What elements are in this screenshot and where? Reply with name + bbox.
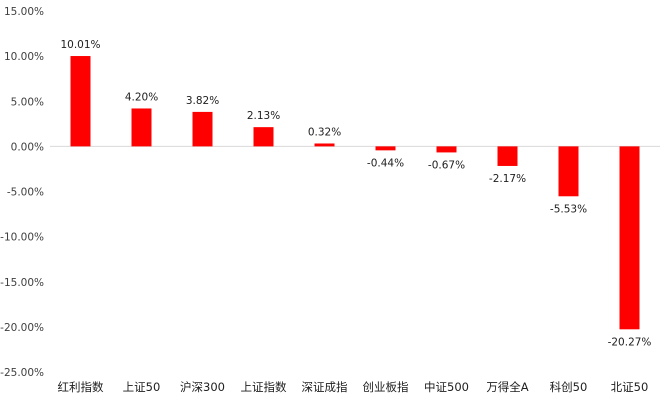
data-label: 0.32% (308, 126, 341, 138)
x-tick-label: 北证50 (611, 380, 649, 394)
data-label: -2.17% (489, 173, 526, 185)
y-tick-label: -20.00% (0, 322, 44, 334)
data-label: 10.01% (60, 39, 100, 51)
y-tick-label: -10.00% (0, 232, 44, 244)
y-tick-label: 5.00% (11, 96, 44, 108)
data-label: -5.53% (550, 203, 587, 215)
y-axis: 15.00% 10.00% 5.00% 0.00% -5.00% -10.00% -15.0… (0, 6, 44, 379)
bar (375, 146, 396, 151)
bar (253, 127, 274, 147)
y-tick-label: 0.00% (11, 141, 44, 153)
x-tick-label: 红利指数 (58, 380, 104, 394)
x-tick-label: 沪深300 (180, 380, 225, 394)
y-tick-label: -15.00% (0, 277, 44, 289)
y-tick-label: -25.00% (0, 367, 44, 379)
bar (497, 146, 518, 166)
y-tick-label: 15.00% (4, 6, 44, 18)
data-label: 3.82% (186, 95, 219, 107)
x-tick-label: 创业板指 (363, 380, 409, 394)
bar (314, 143, 335, 147)
data-label: -0.44% (367, 157, 404, 169)
bar (436, 146, 457, 153)
x-tick-label: 中证500 (424, 380, 469, 394)
data-label: -0.67% (428, 159, 465, 171)
bars (70, 56, 640, 330)
x-tick-label: 科创50 (550, 380, 588, 394)
bar (192, 111, 213, 147)
data-label: -20.27% (608, 336, 652, 348)
data-label: 2.13% (247, 110, 280, 122)
bar (70, 56, 91, 147)
x-tick-label: 上证50 (123, 380, 161, 394)
x-axis: 红利指数 上证50 沪深300 上证指数 深证成指 创业板指 中证500 万得全A 科创50 北证… (58, 380, 649, 394)
x-tick-label: 万得全A (486, 380, 528, 394)
x-tick-label: 上证指数 (241, 380, 287, 394)
data-labels: 10.01% 4.20% 3.82% 2.13% 0.32% -0.44% -0.67% -2… (60, 39, 651, 348)
y-tick-label: -5.00% (7, 187, 44, 199)
y-tick-label: 10.00% (4, 51, 44, 63)
bar (131, 108, 152, 147)
bar (619, 146, 640, 330)
bar (558, 146, 579, 197)
x-tick-label: 深证成指 (302, 380, 348, 394)
data-label: 4.20% (125, 91, 158, 103)
